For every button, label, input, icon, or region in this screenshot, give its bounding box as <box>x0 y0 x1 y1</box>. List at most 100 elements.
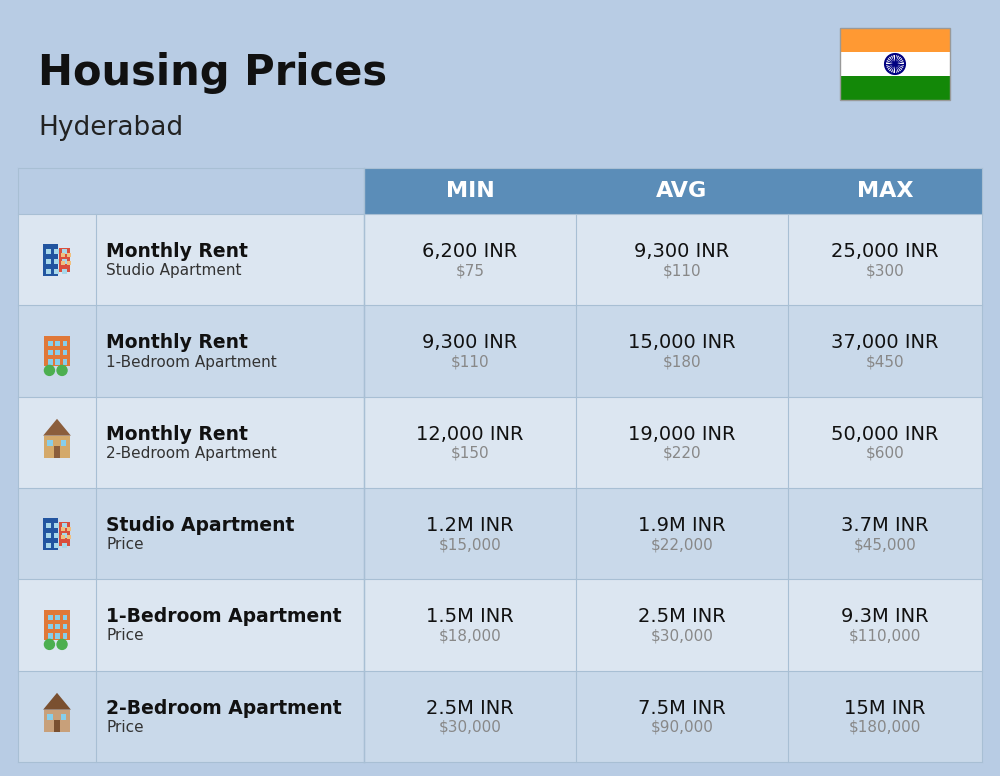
Text: Price: Price <box>106 537 144 553</box>
Bar <box>67 535 71 539</box>
Bar <box>43 518 58 549</box>
Text: $300: $300 <box>866 263 904 278</box>
Bar <box>62 542 67 548</box>
Bar <box>840 28 950 100</box>
Bar <box>18 488 982 580</box>
Text: $75: $75 <box>456 263 484 278</box>
Text: $22,000: $22,000 <box>651 537 713 553</box>
Bar <box>54 542 59 548</box>
Bar <box>55 633 60 639</box>
Bar <box>55 615 60 620</box>
Bar <box>54 258 59 264</box>
Text: $15,000: $15,000 <box>439 537 501 553</box>
Text: $90,000: $90,000 <box>651 720 713 735</box>
Bar <box>55 341 60 346</box>
Bar <box>46 248 51 254</box>
Text: 9,300 INR: 9,300 INR <box>422 334 518 352</box>
Bar <box>43 244 58 275</box>
Bar <box>47 714 53 720</box>
Bar <box>54 268 59 274</box>
Text: $450: $450 <box>866 355 904 369</box>
Circle shape <box>44 365 54 376</box>
Text: Price: Price <box>106 720 144 735</box>
Text: $180,000: $180,000 <box>849 720 921 735</box>
Text: $150: $150 <box>451 446 489 461</box>
Text: 50,000 INR: 50,000 INR <box>831 424 939 444</box>
Text: $45,000: $45,000 <box>854 537 916 553</box>
Text: 3.7M INR: 3.7M INR <box>841 516 929 535</box>
Circle shape <box>44 639 54 650</box>
Circle shape <box>57 365 67 376</box>
Text: $110: $110 <box>663 263 701 278</box>
Bar <box>54 445 60 458</box>
Text: MAX: MAX <box>857 181 913 201</box>
Bar <box>44 435 70 458</box>
Text: Studio Apartment: Studio Apartment <box>106 516 294 535</box>
Circle shape <box>894 63 896 65</box>
Polygon shape <box>43 419 71 435</box>
Text: 19,000 INR: 19,000 INR <box>628 424 736 444</box>
Bar <box>48 359 53 365</box>
Bar <box>46 268 51 274</box>
Bar <box>48 615 53 620</box>
Bar <box>55 624 60 629</box>
Bar <box>62 522 67 528</box>
Bar <box>54 532 59 538</box>
Bar <box>63 633 67 639</box>
Bar <box>44 335 70 366</box>
Text: Housing Prices: Housing Prices <box>38 52 387 94</box>
Bar <box>18 580 982 670</box>
Text: 12,000 INR: 12,000 INR <box>416 424 524 444</box>
Text: 37,000 INR: 37,000 INR <box>831 334 939 352</box>
Bar <box>840 52 950 76</box>
Bar <box>61 254 65 258</box>
Text: 1.2M INR: 1.2M INR <box>426 516 514 535</box>
Bar <box>840 76 950 100</box>
Bar <box>46 522 51 528</box>
Bar <box>63 624 67 629</box>
Text: Monthly Rent: Monthly Rent <box>106 242 248 262</box>
Bar <box>59 522 70 546</box>
Bar <box>54 719 60 732</box>
Text: 6,200 INR: 6,200 INR <box>422 242 518 262</box>
Text: AVG: AVG <box>656 181 708 201</box>
Bar <box>840 28 950 52</box>
Bar <box>18 168 364 214</box>
Bar <box>48 624 53 629</box>
Bar <box>44 610 70 640</box>
Bar <box>18 397 982 488</box>
Bar <box>63 615 67 620</box>
Text: $30,000: $30,000 <box>439 720 501 735</box>
Bar <box>63 359 67 365</box>
Bar <box>46 532 51 538</box>
Bar <box>18 305 982 397</box>
Bar <box>63 341 67 346</box>
Text: 1-Bedroom Apartment: 1-Bedroom Apartment <box>106 608 342 626</box>
Bar <box>62 258 67 264</box>
Text: 25,000 INR: 25,000 INR <box>831 242 939 262</box>
Bar <box>576 168 788 214</box>
Bar <box>67 262 71 265</box>
Text: 2-Bedroom Apartment: 2-Bedroom Apartment <box>106 699 342 718</box>
Bar <box>48 341 53 346</box>
Bar <box>62 532 67 538</box>
Bar <box>48 350 53 355</box>
Bar <box>55 350 60 355</box>
Bar <box>47 440 53 446</box>
Text: Price: Price <box>106 629 144 643</box>
Bar <box>18 214 982 305</box>
Text: Monthly Rent: Monthly Rent <box>106 424 248 444</box>
Bar <box>63 350 67 355</box>
Bar <box>364 168 576 214</box>
Bar <box>62 268 67 274</box>
Text: 2.5M INR: 2.5M INR <box>638 608 726 626</box>
Bar <box>61 528 65 532</box>
Text: MIN: MIN <box>446 181 494 201</box>
Polygon shape <box>43 693 71 709</box>
Bar <box>788 168 982 214</box>
Bar <box>48 633 53 639</box>
Bar <box>61 262 65 265</box>
Text: 15,000 INR: 15,000 INR <box>628 334 736 352</box>
Bar <box>55 359 60 365</box>
Text: 15M INR: 15M INR <box>844 699 926 718</box>
